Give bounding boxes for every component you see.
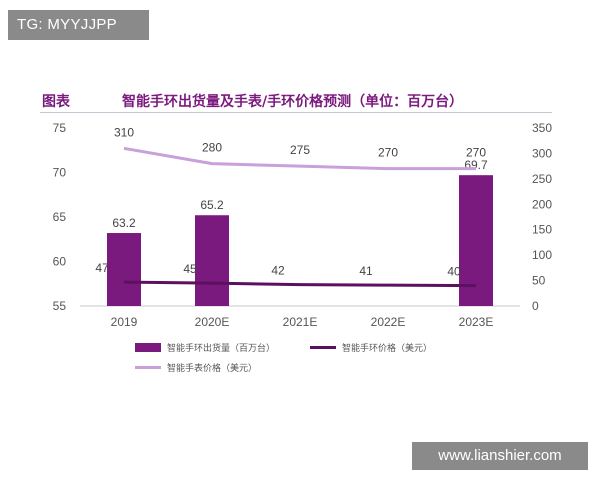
left-axis-tick-label: 70: [53, 166, 67, 180]
bar-data-label: 63.2: [112, 216, 136, 230]
watch-price-line-data-label: 270: [466, 146, 486, 160]
right-axis-tick-label: 50: [532, 274, 546, 288]
x-axis-tick-label: 2022E: [371, 315, 406, 329]
left-axis-tick-label: 60: [53, 255, 67, 269]
watch-price-line-data-label: 310: [114, 125, 134, 139]
band-price-line-data-label: 42: [271, 264, 285, 278]
band-price-line-data-label: 41: [359, 264, 373, 278]
left-axis-tick-label: 65: [53, 210, 67, 224]
right-axis-tick-label: 200: [532, 197, 552, 211]
left-axis-tick-label: 55: [53, 299, 67, 313]
band-price-line-data-label: 45: [183, 262, 197, 276]
watch-price-line-data-label: 280: [202, 141, 222, 155]
bar: [107, 233, 141, 306]
x-axis-tick-label: 2019: [111, 315, 138, 329]
band-price-line: [123, 280, 477, 288]
watch-price-line-data-label: 270: [378, 146, 398, 160]
x-axis-tick-label: 2020E: [195, 315, 230, 329]
legend-label: 智能手表价格（美元）: [167, 362, 257, 374]
right-axis-tick-label: 350: [532, 121, 552, 135]
right-axis-tick-label: 0: [532, 299, 539, 313]
right-axis-tick-label: 100: [532, 248, 552, 262]
title-divider: [40, 112, 552, 113]
x-axis-tick-label: 2021E: [283, 315, 318, 329]
right-axis-tick-label: 150: [532, 223, 552, 237]
watch-price-line-data-label: 275: [290, 143, 310, 157]
bar: [195, 215, 229, 306]
watermark-top: TG: MYYJJPP: [8, 10, 149, 40]
band-price-line-data-label: 47: [95, 261, 109, 275]
chart-title: 智能手环出货量及手表/手环价格预测（单位：百万台）: [122, 94, 464, 110]
legend-label: 智能手环出货量（百万台）: [167, 342, 275, 354]
bar-data-label: 65.2: [200, 198, 224, 212]
watermark-bottom: www.lianshier.com: [412, 442, 588, 470]
figure-label: 图表: [42, 94, 70, 110]
band-price-line-data-label: 40: [447, 265, 461, 279]
legend-label: 智能手环价格（美元）: [342, 342, 432, 354]
right-axis-tick-label: 250: [532, 172, 552, 186]
watch-price-line: [123, 146, 476, 171]
legend-swatch-bar: [135, 343, 161, 352]
left-axis-tick-label: 75: [53, 121, 67, 135]
right-axis-tick-label: 300: [532, 146, 552, 160]
x-axis-tick-label: 2023E: [459, 315, 494, 329]
